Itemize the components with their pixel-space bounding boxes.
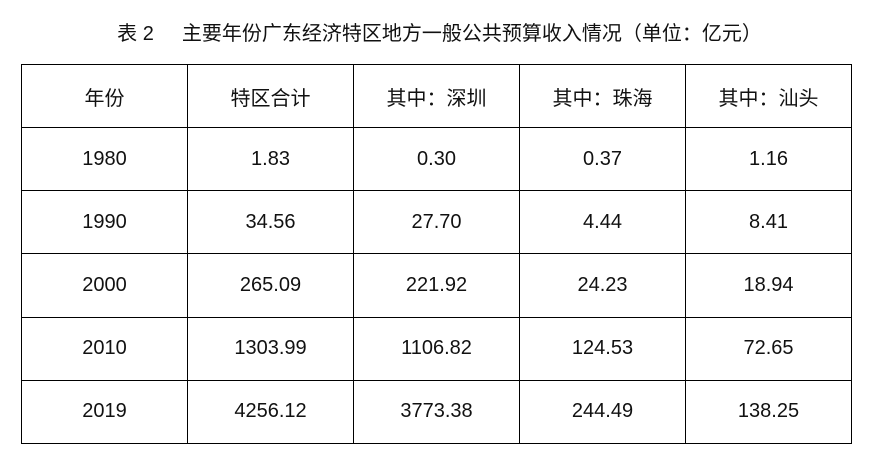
revenue-table: 年份 特区合计 其中：深圳 其中：珠海 其中：汕头 1980 1.83 0.30 0.… — [21, 63, 852, 445]
value-cell: 1106.82 — [353, 316, 520, 381]
year-cell: 1980 — [21, 127, 188, 192]
header-cell: 其中：汕头 — [685, 63, 852, 129]
value-cell: 8.41 — [685, 190, 852, 255]
table-row: 1980 1.83 0.30 0.37 1.16 — [21, 127, 852, 192]
value-cell: 24.23 — [519, 253, 686, 318]
value-cell: 27.70 — [353, 190, 520, 255]
header-row: 年份 特区合计 其中：深圳 其中：珠海 其中：汕头 — [21, 63, 852, 129]
value-cell: 18.94 — [685, 253, 852, 318]
value-cell: 0.37 — [519, 127, 686, 192]
table-row: 1990 34.56 27.70 4.44 8.41 — [21, 190, 852, 255]
value-cell: 34.56 — [187, 190, 354, 255]
year-cell: 2010 — [21, 316, 188, 381]
value-cell: 72.65 — [685, 316, 852, 381]
value-cell: 3773.38 — [353, 379, 520, 445]
table-caption: 表 2 主要年份广东经济特区地方一般公共预算收入情况（单位：亿元） — [0, 20, 879, 48]
value-cell: 221.92 — [353, 253, 520, 318]
value-cell: 4256.12 — [187, 379, 354, 445]
year-cell: 2000 — [21, 253, 188, 318]
table-row: 2000 265.09 221.92 24.23 18.94 — [21, 253, 852, 318]
header-cell: 其中：深圳 — [353, 63, 520, 129]
header-cell: 年份 — [21, 63, 188, 129]
table-number: 表 2 — [117, 23, 154, 45]
value-cell: 138.25 — [685, 379, 852, 445]
value-cell: 1303.99 — [187, 316, 354, 381]
value-cell: 4.44 — [519, 190, 686, 255]
value-cell: 1.83 — [187, 127, 354, 192]
table-row: 2010 1303.99 1106.82 124.53 72.65 — [21, 316, 852, 381]
value-cell: 244.49 — [519, 379, 686, 445]
table-title: 主要年份广东经济特区地方一般公共预算收入情况（单位：亿元） — [181, 23, 762, 45]
year-cell: 2019 — [21, 379, 188, 445]
value-cell: 265.09 — [187, 253, 354, 318]
header-cell: 特区合计 — [187, 63, 354, 129]
year-cell: 1990 — [21, 190, 188, 255]
value-cell: 0.30 — [353, 127, 520, 192]
table-row: 2019 4256.12 3773.38 244.49 138.25 — [21, 379, 852, 445]
value-cell: 1.16 — [685, 127, 852, 192]
value-cell: 124.53 — [519, 316, 686, 381]
header-cell: 其中：珠海 — [519, 63, 686, 129]
